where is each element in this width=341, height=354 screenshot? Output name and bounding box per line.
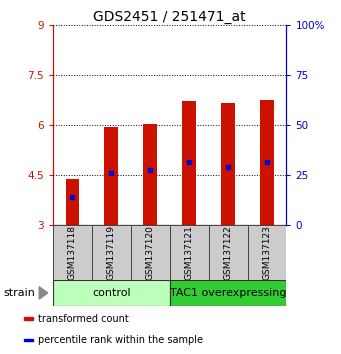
Bar [260, 100, 274, 225]
Text: control: control [92, 288, 131, 298]
Text: GSM137118: GSM137118 [68, 225, 77, 280]
Bar [131, 225, 170, 280]
Bar [182, 101, 196, 225]
Bar [170, 280, 286, 306]
Bar [104, 127, 118, 225]
Bar [170, 225, 209, 280]
Text: GSM137119: GSM137119 [107, 225, 116, 280]
Bar [248, 225, 286, 280]
Bar [143, 124, 157, 225]
Bar [221, 103, 235, 225]
Text: TAC1 overexpressing: TAC1 overexpressing [170, 288, 286, 298]
Bar [53, 225, 92, 280]
Bar [24, 338, 33, 341]
Bar [209, 225, 248, 280]
Text: GSM137123: GSM137123 [263, 225, 271, 280]
Text: strain: strain [3, 288, 35, 298]
Bar [65, 179, 79, 225]
Bar [92, 225, 131, 280]
Text: percentile rank within the sample: percentile rank within the sample [38, 335, 203, 345]
Text: GSM137122: GSM137122 [224, 225, 233, 280]
Text: GSM137121: GSM137121 [184, 225, 194, 280]
Bar [24, 317, 33, 320]
Title: GDS2451 / 251471_at: GDS2451 / 251471_at [93, 10, 246, 24]
Text: transformed count: transformed count [38, 314, 129, 324]
Text: GSM137120: GSM137120 [146, 225, 155, 280]
Bar [53, 280, 170, 306]
